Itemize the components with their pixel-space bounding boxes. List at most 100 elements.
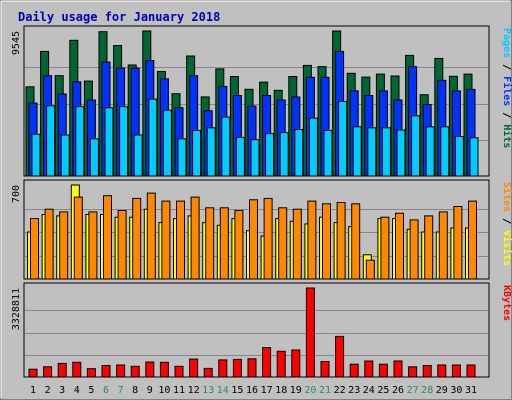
bar-pages-day-18 xyxy=(279,132,289,177)
bar-pages-day-20 xyxy=(308,117,318,177)
bar-pages-day-10 xyxy=(162,109,172,177)
day-tick-label: 9 xyxy=(147,385,153,396)
bar-sites-day-27 xyxy=(409,219,419,280)
bar-pages-day-14 xyxy=(221,116,231,177)
bar-kbytes-day-9 xyxy=(145,361,155,378)
bar-kbytes-day-11 xyxy=(174,365,184,378)
day-tick-label: 15 xyxy=(231,385,243,396)
bar-pages-day-3 xyxy=(60,134,70,177)
bar-pages-day-7 xyxy=(119,106,129,177)
bar-kbytes-day-2 xyxy=(43,366,53,378)
bar-kbytes-day-4 xyxy=(72,361,82,378)
day-tick-label: 28 xyxy=(421,385,433,396)
day-tick-label: 14 xyxy=(217,385,229,396)
panel-1-ymax-label: 9545 xyxy=(11,31,22,55)
bar-sites-day-21 xyxy=(322,203,331,280)
day-tick-label: 3 xyxy=(59,385,65,396)
bar-sites-day-22 xyxy=(336,202,346,280)
bar-kbytes-day-10 xyxy=(159,361,169,378)
day-tick-label: 16 xyxy=(246,385,258,396)
bar-kbytes-day-14 xyxy=(218,359,228,378)
bar-pages-day-2 xyxy=(46,105,56,177)
bar-kbytes-day-6 xyxy=(101,365,111,378)
day-tick-label: 5 xyxy=(88,385,94,396)
bar-sites-day-18 xyxy=(278,207,288,280)
day-tick-label: 20 xyxy=(304,385,316,396)
bar-pages-day-17 xyxy=(265,133,275,177)
bar-sites-day-6 xyxy=(103,195,112,280)
axis-label-part: Hits xyxy=(501,124,512,148)
bar-kbytes-day-3 xyxy=(57,362,67,378)
bar-sites-day-19 xyxy=(292,208,302,280)
axis-label-part: Sites xyxy=(501,182,512,212)
chart-title: Daily usage for January 2018 xyxy=(18,10,220,24)
bar-sites-day-4 xyxy=(73,196,83,280)
axis-label-part: KBytes xyxy=(501,285,512,321)
day-tick-label: 13 xyxy=(202,385,214,396)
bar-sites-day-20 xyxy=(307,200,317,280)
day-tick-label: 24 xyxy=(363,385,375,396)
bar-pages-day-16 xyxy=(250,139,260,177)
bar-kbytes-day-5 xyxy=(86,368,96,378)
day-tick-label: 25 xyxy=(377,385,389,396)
bar-sites-day-24 xyxy=(365,259,375,280)
bar-kbytes-day-30 xyxy=(451,364,461,378)
axis-label-part: Files xyxy=(501,76,512,106)
day-tick-label: 8 xyxy=(132,385,138,396)
day-tick-label: 31 xyxy=(465,385,477,396)
bar-pages-day-12 xyxy=(192,129,202,177)
bar-kbytes-day-29 xyxy=(437,364,447,378)
bar-kbytes-day-18 xyxy=(276,350,286,378)
bar-pages-day-24 xyxy=(367,127,377,177)
panel-2-axis-label: Sites / Visits xyxy=(501,182,512,266)
bar-kbytes-day-16 xyxy=(247,358,257,378)
day-tick-label: 12 xyxy=(188,385,200,396)
panel-3-axis-label: KBytes xyxy=(501,285,512,321)
bar-pages-day-4 xyxy=(75,106,85,177)
bar-kbytes-day-26 xyxy=(393,360,403,378)
axis-label-part: Pages xyxy=(501,28,512,58)
bar-kbytes-day-28 xyxy=(422,365,432,378)
bar-sites-day-14 xyxy=(219,207,229,280)
day-tick-label: 18 xyxy=(275,385,287,396)
day-tick-label: 29 xyxy=(436,385,448,396)
bar-pages-day-6 xyxy=(104,107,114,177)
bar-sites-day-1 xyxy=(30,218,39,280)
day-tick-label: 27 xyxy=(407,385,419,396)
day-tick-label: 6 xyxy=(103,385,109,396)
bar-sites-day-2 xyxy=(44,208,54,280)
bar-pages-day-22 xyxy=(338,100,348,177)
bar-kbytes-day-23 xyxy=(349,363,359,378)
day-tick-label: 7 xyxy=(118,385,124,396)
bar-kbytes-day-27 xyxy=(408,366,418,378)
day-tick-label: 10 xyxy=(158,385,170,396)
bar-kbytes-day-17 xyxy=(262,347,272,378)
bar-pages-day-26 xyxy=(396,129,406,177)
bar-sites-day-7 xyxy=(117,210,127,280)
bar-sites-day-12 xyxy=(190,196,200,280)
bar-kbytes-day-12 xyxy=(189,358,199,378)
bar-kbytes-day-31 xyxy=(466,364,476,378)
bar-kbytes-day-19 xyxy=(291,349,301,378)
bar-sites-day-30 xyxy=(453,206,463,280)
bar-sites-day-26 xyxy=(395,212,404,280)
bar-kbytes-day-25 xyxy=(378,363,388,378)
bar-kbytes-day-22 xyxy=(335,335,345,378)
day-tick-label: 21 xyxy=(319,385,331,396)
bar-pages-day-8 xyxy=(133,134,143,177)
bar-sites-day-5 xyxy=(88,211,98,280)
bar-pages-day-15 xyxy=(235,136,245,177)
bar-sites-day-9 xyxy=(146,192,156,280)
bar-sites-day-28 xyxy=(424,215,434,280)
bar-pages-day-31 xyxy=(469,137,479,177)
day-tick-label: 19 xyxy=(290,385,302,396)
bar-pages-day-27 xyxy=(411,115,421,177)
bar-pages-day-5 xyxy=(89,138,99,177)
panel-2-ymax-label: 700 xyxy=(11,185,22,203)
bar-sites-day-3 xyxy=(59,211,69,280)
bar-sites-day-10 xyxy=(161,200,171,280)
bar-kbytes-day-8 xyxy=(130,365,140,378)
day-tick-label: 26 xyxy=(392,385,404,396)
day-tick-label: 4 xyxy=(74,385,80,396)
bar-pages-day-29 xyxy=(440,126,450,177)
